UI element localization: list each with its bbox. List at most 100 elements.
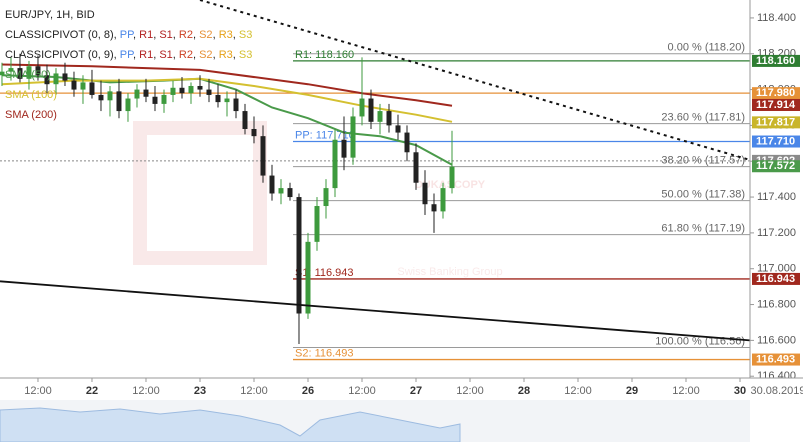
pivot-label: PP: 117.710 bbox=[295, 129, 355, 141]
candle-body bbox=[296, 197, 302, 314]
y-tick-label: 117.200 bbox=[757, 227, 796, 239]
candle-body bbox=[116, 91, 122, 112]
x-axis-strip bbox=[0, 378, 803, 400]
candle-body bbox=[170, 87, 176, 95]
price-tag bbox=[752, 87, 800, 100]
indicator-item: S2 bbox=[199, 29, 212, 41]
candle-body bbox=[107, 91, 113, 101]
watermark-text: Swiss Banking Group bbox=[397, 266, 502, 278]
x-tick-label: 28 bbox=[518, 385, 530, 397]
legend-entry: SMA (100) bbox=[5, 89, 57, 101]
separator: , bbox=[153, 29, 159, 41]
candle-body bbox=[224, 98, 230, 103]
y-tick-label: 117.400 bbox=[757, 191, 796, 203]
candle-body bbox=[215, 94, 221, 103]
candle-body bbox=[8, 68, 14, 72]
indicator-item: S3 bbox=[239, 49, 252, 61]
candle-body bbox=[341, 139, 347, 158]
candle-body bbox=[440, 188, 446, 212]
indicator-item: PP bbox=[120, 49, 134, 61]
price-tag-label: 117.914 bbox=[756, 99, 796, 111]
legend-line: CLASSICPIVOT (0, 8), PP, R1, S1, R2, S2,… bbox=[5, 29, 252, 41]
candle-body bbox=[395, 125, 401, 133]
price-tag-label: 117.572 bbox=[756, 160, 795, 172]
candle-body bbox=[305, 241, 311, 314]
separator: , bbox=[133, 29, 139, 41]
separator: , bbox=[114, 49, 120, 61]
candle-body bbox=[188, 85, 194, 94]
navigator-area bbox=[0, 407, 461, 442]
candle-body bbox=[323, 188, 329, 207]
x-tick-label: 12:00 bbox=[348, 385, 376, 397]
fib-label: 23.60 % (117.81) bbox=[661, 112, 745, 124]
candle-body bbox=[89, 82, 95, 95]
candle-body bbox=[44, 75, 50, 85]
y-tick-label: 118.400 bbox=[757, 12, 796, 24]
price-tag-label: 118.160 bbox=[756, 55, 795, 67]
price-tag-label: 117.710 bbox=[756, 135, 795, 147]
indicator-item: R1 bbox=[139, 49, 153, 61]
pivot-label: S1: 116.943 bbox=[295, 267, 354, 279]
candle-body bbox=[404, 132, 410, 153]
indicator-item: S2 bbox=[199, 49, 212, 61]
separator: , bbox=[193, 29, 199, 41]
price-tag-label: 116.493 bbox=[756, 353, 795, 365]
x-tick-label: 22 bbox=[86, 385, 98, 397]
trend-line bbox=[0, 280, 751, 342]
candle-body bbox=[242, 111, 248, 129]
indicator-item: R2 bbox=[179, 49, 193, 61]
legend-line: CLASSICPIVOT (0, 9), PP, R1, S1, R2, S2,… bbox=[5, 49, 252, 61]
separator: , bbox=[233, 29, 239, 41]
indicator-name: CLASSICPIVOT (0, 9) bbox=[5, 49, 114, 61]
separator: , bbox=[173, 49, 179, 61]
price-tag bbox=[752, 272, 800, 285]
date-label: 30.08.2019 bbox=[750, 385, 803, 397]
candle-body bbox=[197, 85, 203, 90]
candle-body bbox=[161, 94, 167, 104]
indicator-item: PP bbox=[120, 29, 134, 41]
separator: , bbox=[153, 49, 159, 61]
price-tag bbox=[752, 353, 800, 366]
candle-body bbox=[0, 71, 5, 76]
fib-label: 0.00 % (118.20) bbox=[668, 42, 745, 54]
candle-body bbox=[62, 73, 68, 81]
indicator-name: CLASSICPIVOT (0, 8) bbox=[5, 29, 114, 41]
candle-body bbox=[143, 89, 149, 97]
candle-body bbox=[80, 82, 86, 90]
indicator-item: S3 bbox=[239, 29, 252, 41]
price-tag bbox=[752, 98, 800, 111]
candle-body bbox=[314, 206, 320, 242]
candle-body bbox=[152, 96, 158, 104]
candle-body bbox=[35, 66, 41, 76]
candle-body bbox=[134, 89, 140, 99]
y-tick-label: 117.000 bbox=[757, 263, 796, 275]
x-tick-label: 23 bbox=[194, 385, 206, 397]
separator: , bbox=[173, 29, 179, 41]
candle-body bbox=[125, 98, 131, 112]
trend-line bbox=[199, 0, 751, 161]
indicator-item: S1 bbox=[159, 29, 172, 41]
indicator-item: R3 bbox=[219, 49, 233, 61]
candle-body bbox=[431, 204, 437, 212]
separator: , bbox=[213, 29, 219, 41]
candle-body bbox=[233, 98, 239, 112]
candle-body bbox=[251, 128, 257, 137]
x-tick-label: 12:00 bbox=[456, 385, 484, 397]
separator: , bbox=[233, 49, 239, 61]
candle-body bbox=[422, 182, 428, 205]
candle-body bbox=[26, 66, 32, 79]
candle-body bbox=[179, 87, 185, 94]
y-tick-label: 116.600 bbox=[757, 334, 796, 346]
separator: , bbox=[213, 49, 219, 61]
candle-body bbox=[269, 175, 275, 194]
candle-body bbox=[206, 89, 212, 95]
fib-label: 50.00 % (117.38) bbox=[661, 189, 745, 201]
x-tick-label: 12:00 bbox=[672, 385, 700, 397]
candle-body bbox=[359, 98, 365, 117]
candle-body bbox=[377, 111, 383, 122]
x-tick-label: 27 bbox=[410, 385, 422, 397]
x-tick-label: 26 bbox=[302, 385, 314, 397]
candle-body bbox=[413, 152, 419, 183]
separator: , bbox=[114, 29, 120, 41]
